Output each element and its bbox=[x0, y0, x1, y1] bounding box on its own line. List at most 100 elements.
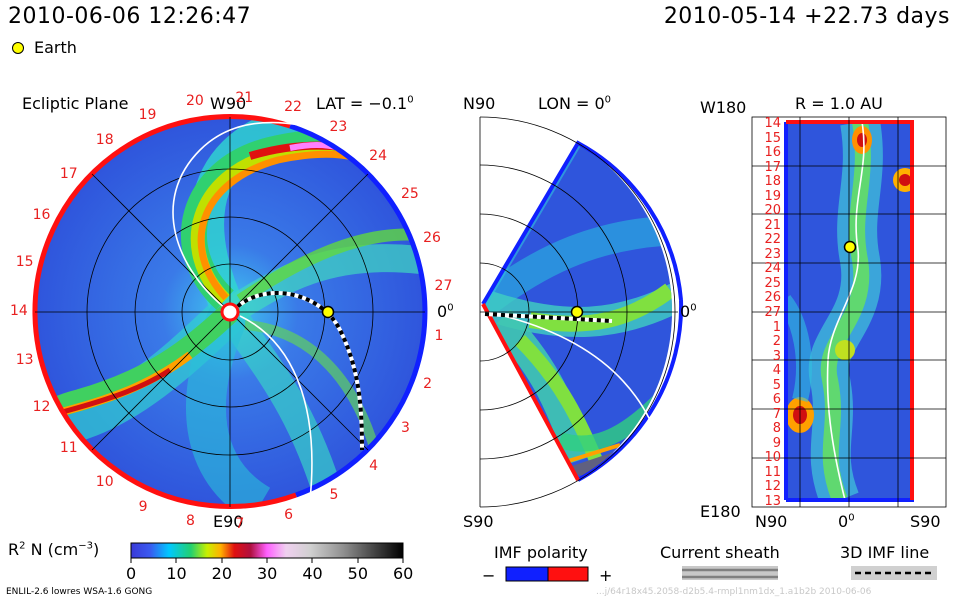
ecliptic-rim-blue bbox=[289, 123, 428, 498]
ecliptic-rotation-label: 4 bbox=[369, 457, 379, 474]
ecliptic-rotation-label: 27 bbox=[434, 278, 453, 295]
ecliptic-rotation-label: 6 bbox=[284, 507, 293, 524]
ecliptic-rotation-label: 16 bbox=[32, 207, 51, 224]
au-rotation-label: 20 bbox=[764, 203, 781, 219]
au-rotation-label: 6 bbox=[772, 392, 781, 408]
ecliptic-rotation-label: 20 bbox=[186, 93, 204, 110]
au-rotation-label: 5 bbox=[772, 377, 781, 393]
ecliptic-rotation-label: 26 bbox=[423, 230, 441, 247]
au-grid bbox=[751, 116, 947, 508]
au-title: R = 1.0 AU bbox=[795, 94, 883, 113]
reference-date: 2010-05-14 +22.73 days bbox=[663, 4, 950, 29]
meridional-rim-blue bbox=[481, 140, 683, 306]
au-rotation-label: 23 bbox=[764, 246, 781, 262]
ecliptic-rotation-label: 3 bbox=[400, 420, 410, 437]
earth-legend-icon bbox=[12, 42, 24, 54]
imf-polarity-legend bbox=[505, 566, 589, 582]
au-rotation-label: 4 bbox=[772, 363, 781, 379]
meridional-grid bbox=[479, 116, 678, 508]
au-rotation-label: 14 bbox=[764, 116, 781, 131]
ecliptic-rotation-label: 14 bbox=[10, 303, 28, 319]
au-rotation-label: 9 bbox=[772, 435, 781, 451]
au-rotation-label: 2 bbox=[772, 334, 781, 350]
ecliptic-rotation-label: 24 bbox=[369, 148, 387, 165]
colorbar-tick-label: 20 bbox=[211, 564, 233, 583]
au-rotation-label: 15 bbox=[764, 130, 781, 146]
au-top-left-label: W180 bbox=[700, 98, 747, 117]
earth-marker-au bbox=[843, 240, 857, 254]
watermark: ...j/64r18x45.2058-d2b5.4-rmpl1nm1dx_1.a… bbox=[596, 587, 872, 597]
au-rotation-label: 10 bbox=[764, 450, 781, 466]
sun-marker bbox=[220, 302, 240, 322]
ecliptic-title: Ecliptic Plane bbox=[22, 94, 129, 113]
colorbar-tick-label: 10 bbox=[166, 564, 187, 583]
colorbar-tick-label: 40 bbox=[302, 564, 323, 583]
colorbar-tick-label: 30 bbox=[257, 564, 278, 583]
ecliptic-top-label: W90 bbox=[210, 94, 247, 113]
au-rotation-label: 12 bbox=[764, 479, 781, 495]
meridional-right-label: 00 bbox=[680, 302, 697, 321]
earth-legend-label: Earth bbox=[34, 38, 77, 57]
ecliptic-bottom-label: E90 bbox=[213, 512, 244, 531]
au-rotation-label: 7 bbox=[772, 406, 781, 422]
meridional-rim-red bbox=[481, 303, 580, 481]
ecliptic-rotation-label: 5 bbox=[329, 487, 339, 504]
au-rotation-label: 19 bbox=[764, 188, 781, 204]
ecliptic-plane-panel bbox=[32, 114, 428, 510]
meridional-plane-panel bbox=[479, 116, 684, 508]
timestamp: 2010-06-06 12:26:47 bbox=[8, 4, 252, 29]
ecliptic-rotation-label: 8 bbox=[186, 512, 195, 529]
au-rotation-label: 21 bbox=[764, 217, 781, 233]
ecliptic-rotation-label: 18 bbox=[95, 132, 114, 149]
au-rotation-label: 25 bbox=[764, 275, 781, 291]
ecliptic-rotation-label: 2 bbox=[423, 375, 433, 392]
au-rotation-label: 11 bbox=[764, 464, 781, 480]
colorbar-tick-label: 50 bbox=[347, 564, 369, 583]
model-caption: ENLIL-2.6 lowres WSA-1.6 GONG bbox=[6, 587, 153, 597]
au-rotation-label: 1 bbox=[772, 319, 781, 335]
ecliptic-rotation-label: 11 bbox=[59, 439, 78, 456]
ecliptic-rotation-label: 15 bbox=[15, 253, 34, 270]
ecliptic-right-label: 00 bbox=[437, 302, 454, 321]
ecliptic-imf-line bbox=[230, 291, 364, 451]
colorbar-tick-label: 60 bbox=[393, 564, 414, 583]
imf-polarity-plus: + bbox=[599, 566, 613, 585]
ecliptic-rotation-label: 25 bbox=[400, 185, 419, 202]
earth-marker-meridional bbox=[570, 305, 584, 319]
current-sheath-title: Current sheath bbox=[660, 543, 780, 562]
au-rotation-label: 26 bbox=[764, 290, 781, 306]
imf-polarity-title: IMF polarity bbox=[494, 543, 588, 562]
imf-line-legend bbox=[851, 566, 937, 580]
density-colorbar bbox=[130, 542, 404, 563]
ecliptic-rotation-label: 7 bbox=[235, 515, 245, 532]
ecliptic-rotation-label: 9 bbox=[138, 498, 148, 515]
imf-polarity-minus: − bbox=[482, 566, 496, 585]
ecliptic-rim-red bbox=[32, 114, 297, 510]
meridional-bottom-label: S90 bbox=[463, 512, 494, 531]
au-rotation-label: 18 bbox=[764, 174, 781, 190]
ecliptic-rotation-label: 1 bbox=[434, 327, 444, 344]
ecliptic-rotation-label: 21 bbox=[235, 90, 254, 107]
au-x-left-label: N90 bbox=[755, 512, 788, 531]
current-sheath-legend bbox=[682, 566, 778, 580]
au-rotation-label: 24 bbox=[764, 261, 781, 277]
ecliptic-rotation-label: 17 bbox=[59, 166, 78, 183]
ecliptic-rotation-label: 23 bbox=[329, 118, 348, 135]
ecliptic-rotation-label: 13 bbox=[15, 352, 34, 369]
au-rotation-label: 16 bbox=[764, 145, 781, 161]
au-rotation-label: 8 bbox=[772, 421, 781, 437]
ecliptic-lat-label: LAT = −0.10 bbox=[316, 94, 414, 113]
au-x-right-label: S90 bbox=[910, 512, 941, 531]
au-rotation-label: 22 bbox=[764, 232, 781, 248]
ecliptic-rotation-label: 19 bbox=[138, 107, 157, 124]
au-rotation-label: 17 bbox=[764, 159, 781, 175]
meridional-lon-label: LON = 00 bbox=[538, 94, 612, 113]
au-rotation-label: 13 bbox=[764, 494, 781, 509]
ecliptic-rotation-label: 10 bbox=[95, 473, 114, 490]
ecliptic-rotation-label: 12 bbox=[32, 398, 51, 415]
colorbar-label: R2 N (cm−3) bbox=[8, 540, 100, 559]
meridional-top-label: N90 bbox=[463, 94, 496, 113]
au-rotation-label: 27 bbox=[764, 305, 781, 320]
au-rotation-label: 3 bbox=[772, 348, 781, 364]
